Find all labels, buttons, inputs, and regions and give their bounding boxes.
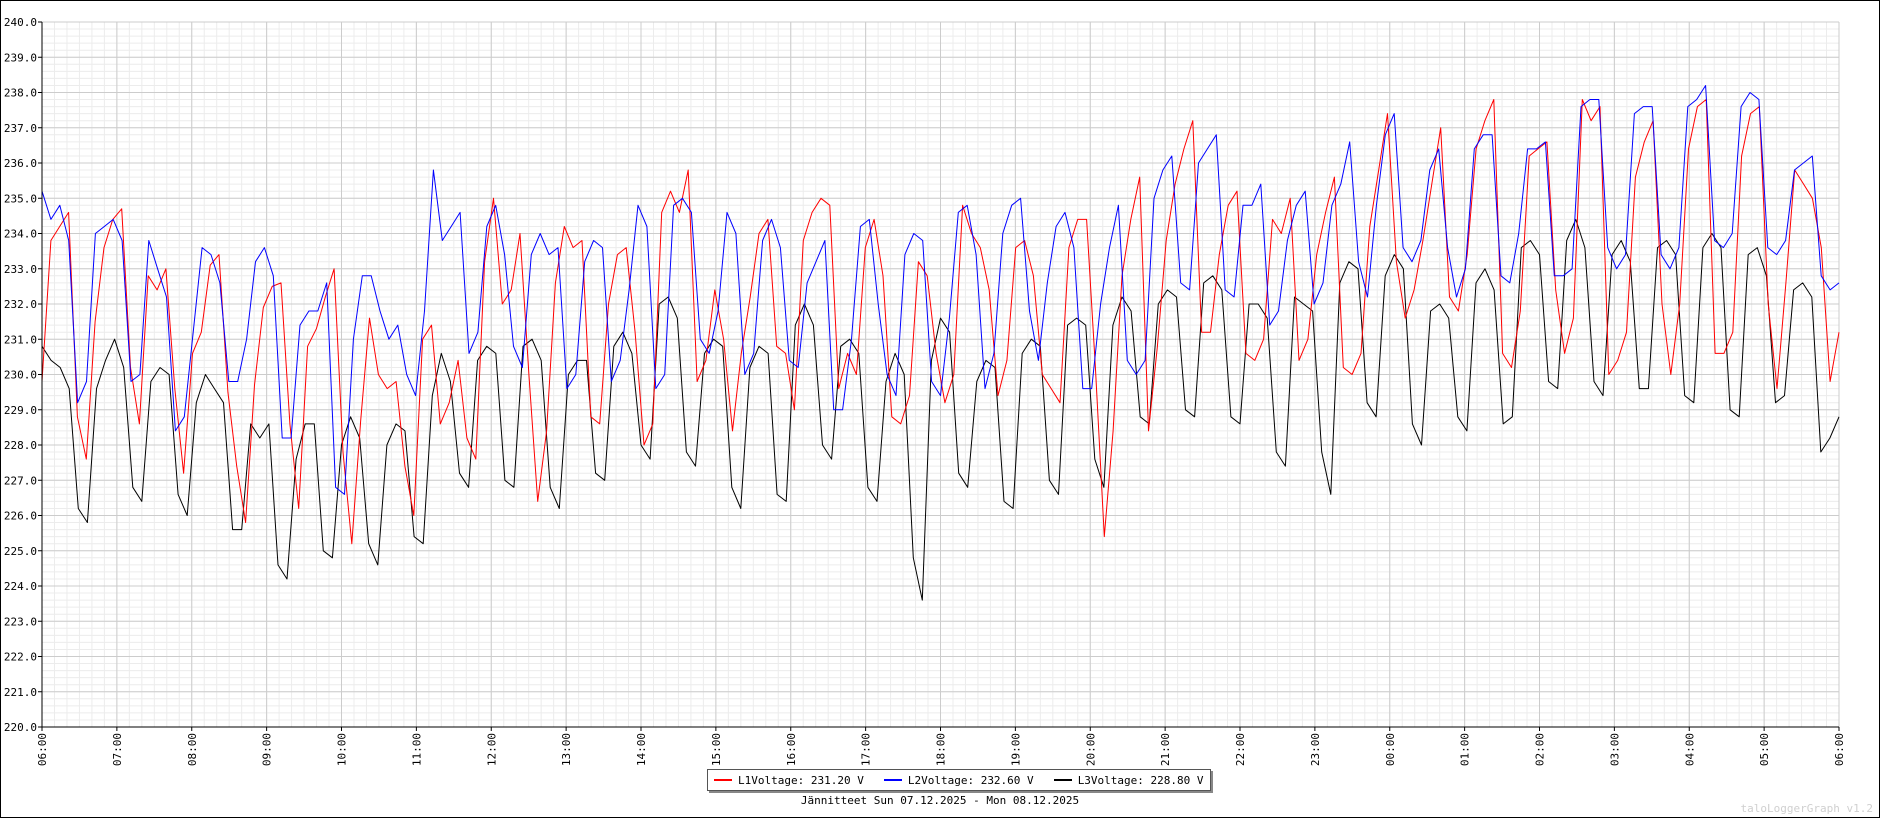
y-tick-label: 223.0 [4, 615, 37, 628]
x-tick-label: 19:00 [1009, 733, 1022, 766]
y-tick-label: 230.0 [4, 369, 37, 382]
x-tick-label: 00:00 [1384, 733, 1397, 766]
y-tick-label: 224.0 [4, 580, 37, 593]
x-tick-label: 01:00 [1459, 733, 1472, 766]
y-tick-label: 229.0 [4, 404, 37, 417]
y-tick-label: 237.0 [4, 122, 37, 135]
legend-item-l2: L2Voltage: 232.60 V [883, 773, 1034, 787]
series-line-l3voltage [41, 218, 1840, 601]
major-grid [41, 21, 1840, 728]
x-tick-label: 13:00 [560, 733, 573, 766]
x-tick-label: 22:00 [1234, 733, 1247, 766]
y-tick-label: 238.0 [4, 87, 37, 100]
x-tick-label: 21:00 [1159, 733, 1172, 766]
series-line-l1voltage [41, 99, 1840, 545]
x-tick-label: 02:00 [1534, 733, 1547, 766]
y-tick-label: 236.0 [4, 157, 37, 170]
x-tick-label: 05:00 [1758, 733, 1771, 766]
y-tick-label: 221.0 [4, 686, 37, 699]
y-tick-label: 227.0 [4, 474, 37, 487]
y-tick-label: 232.0 [4, 298, 37, 311]
y-tick-label: 239.0 [4, 51, 37, 64]
y-tick-label: 240.0 [4, 16, 37, 29]
legend-swatch-l3 [1053, 779, 1072, 781]
watermark: taloLoggerGraph v1.2 [1740, 802, 1873, 815]
series-lines [41, 85, 1840, 601]
legend-item-l3: L3Voltage: 228.80 V [1053, 773, 1204, 787]
series-line-l2voltage [41, 85, 1840, 495]
chart-legend: L1Voltage: 231.20 V L2Voltage: 232.60 V … [707, 769, 1211, 791]
y-axis-ticks: 220.0 221.0 222.0 223.0 224.0 225.0 226.0 227.0… [4, 16, 42, 734]
legend-label-l1: L1Voltage: 231.20 V [738, 773, 864, 787]
legend-label-l2: L2Voltage: 232.60 V [907, 773, 1034, 787]
x-tick-label: 08:00 [186, 733, 199, 766]
x-tick-label: 10:00 [336, 733, 349, 766]
y-tick-label: 231.0 [4, 333, 37, 346]
x-tick-label: 07:00 [111, 733, 124, 766]
x-tick-label: 17:00 [860, 733, 873, 766]
y-tick-label: 225.0 [4, 545, 37, 558]
x-tick-label: 09:00 [261, 733, 274, 766]
legend-item-l1: L1Voltage: 231.20 V [714, 774, 864, 787]
y-tick-label: 233.0 [4, 263, 37, 276]
x-tick-label: 15:00 [710, 733, 723, 766]
x-tick-label: 23:00 [1309, 733, 1322, 766]
x-axis-ticks: 06:00 07:00 08:00 09:00 10:00 11:00 12:00 13:00… [36, 727, 1846, 766]
legend-swatch-l2 [883, 779, 902, 781]
x-tick-label: 20:00 [1084, 733, 1097, 766]
y-tick-label: 235.0 [4, 192, 37, 205]
x-tick-label: 04:00 [1683, 733, 1696, 766]
x-tick-label: 16:00 [785, 733, 798, 766]
legend-label-l3: L3Voltage: 228.80 V [1077, 773, 1204, 787]
x-tick-label: 06:00 [36, 733, 49, 766]
x-tick-label: 14:00 [635, 733, 648, 766]
x-tick-label: 06:00 [1833, 733, 1846, 766]
y-tick-label: 220.0 [4, 721, 37, 734]
y-tick-label: 234.0 [4, 228, 37, 241]
y-tick-label: 228.0 [4, 439, 37, 452]
x-tick-label: 11:00 [410, 733, 423, 766]
y-tick-label: 226.0 [4, 510, 37, 523]
x-tick-label: 18:00 [935, 733, 948, 766]
x-tick-label: 03:00 [1608, 733, 1621, 766]
legend-swatch-l1 [714, 779, 732, 781]
chart-caption: Jännitteet Sun 07.12.2025 - Mon 08.12.20… [800, 794, 1080, 807]
y-tick-label: 222.0 [4, 651, 37, 664]
x-tick-label: 12:00 [485, 733, 498, 766]
